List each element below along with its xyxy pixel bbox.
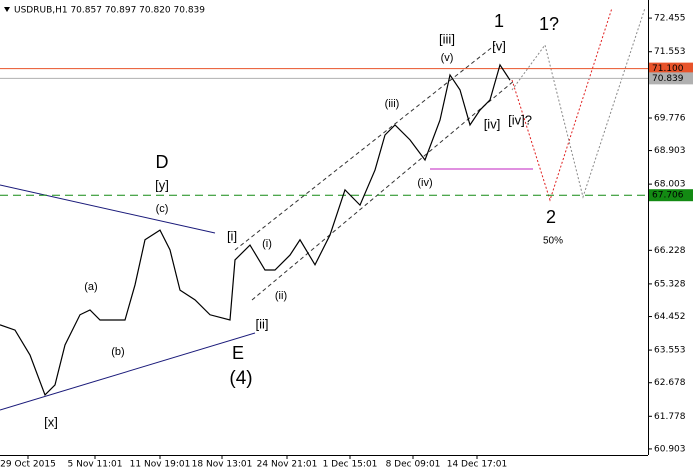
wave-label: (i) <box>262 238 272 250</box>
x-tick-label: 24 Nov 21:01 <box>257 460 318 470</box>
wave-label: 1? <box>539 14 559 34</box>
x-tick-label: 11 Nov 19:01 <box>130 460 191 470</box>
price-level-box <box>649 62 693 75</box>
x-tick-label: 18 Nov 13:01 <box>192 460 253 470</box>
wave-label: (iii) <box>385 98 400 110</box>
wave-label: [v] <box>492 38 506 53</box>
y-tick-label: 61.778 <box>654 412 686 422</box>
wave-label: (b) <box>111 346 124 358</box>
price-level-label: 70.839 <box>652 74 684 84</box>
wave-label: 50% <box>543 236 563 247</box>
chart-title: USDRUB,H1 70.857 70.897 70.820 70.839 <box>14 6 205 16</box>
y-tick-label: 68.003 <box>654 180 686 190</box>
wave-label: [i] <box>227 228 237 243</box>
x-tick-label: 8 Dec 09:01 <box>386 460 441 470</box>
y-tick-label: 60.903 <box>654 444 686 454</box>
y-tick-label: 66.228 <box>654 246 686 256</box>
y-tick-label: 68.903 <box>654 146 686 156</box>
wave-label: [iii] <box>439 31 455 46</box>
wave-label: [y] <box>155 177 169 192</box>
channel-line <box>234 44 496 251</box>
y-tick-label: 63.553 <box>654 346 686 356</box>
wave-label: (ii) <box>275 290 287 302</box>
wave-label: D <box>156 152 169 172</box>
y-tick-label: 72.455 <box>654 14 686 24</box>
projection <box>511 7 613 202</box>
x-tick-label: 5 Nov 11:01 <box>68 460 123 470</box>
wave-label: (c) <box>156 203 169 215</box>
wave-label: [x] <box>44 414 58 429</box>
wave-label: (v) <box>441 52 454 64</box>
price-level-label: 67.706 <box>652 191 684 201</box>
price-level-label: 71.100 <box>652 64 684 74</box>
wave-label: [ii] <box>256 316 269 331</box>
menu-icon <box>4 7 10 12</box>
y-tick-label: 71.553 <box>654 47 686 57</box>
channel-line <box>251 79 516 301</box>
trend-line <box>0 332 256 411</box>
y-tick-label: 64.452 <box>654 312 686 322</box>
x-tick-label: 29 Oct 2015 <box>0 460 56 470</box>
y-tick-label: 65.328 <box>654 279 686 289</box>
price-level-box <box>649 72 693 85</box>
wave-label: 1 <box>494 11 504 31</box>
wave-label: (iv) <box>417 177 432 189</box>
wave-label: (4) <box>229 368 252 389</box>
y-tick-label: 69.776 <box>654 114 686 124</box>
trend-line <box>0 184 216 234</box>
wave-label: (a) <box>84 281 97 293</box>
wave-label: [iv] <box>484 116 501 131</box>
y-tick-label: 62.678 <box>654 378 686 388</box>
wave-label: [iv]? <box>508 112 532 127</box>
x-tick-label: 1 Dec 15:01 <box>323 460 378 470</box>
wave-label: E <box>232 343 244 363</box>
wave-label: 2 <box>546 207 556 227</box>
price-line <box>0 63 511 397</box>
x-tick-label: 14 Dec 17:01 <box>447 460 508 470</box>
price-level-box <box>649 189 693 202</box>
